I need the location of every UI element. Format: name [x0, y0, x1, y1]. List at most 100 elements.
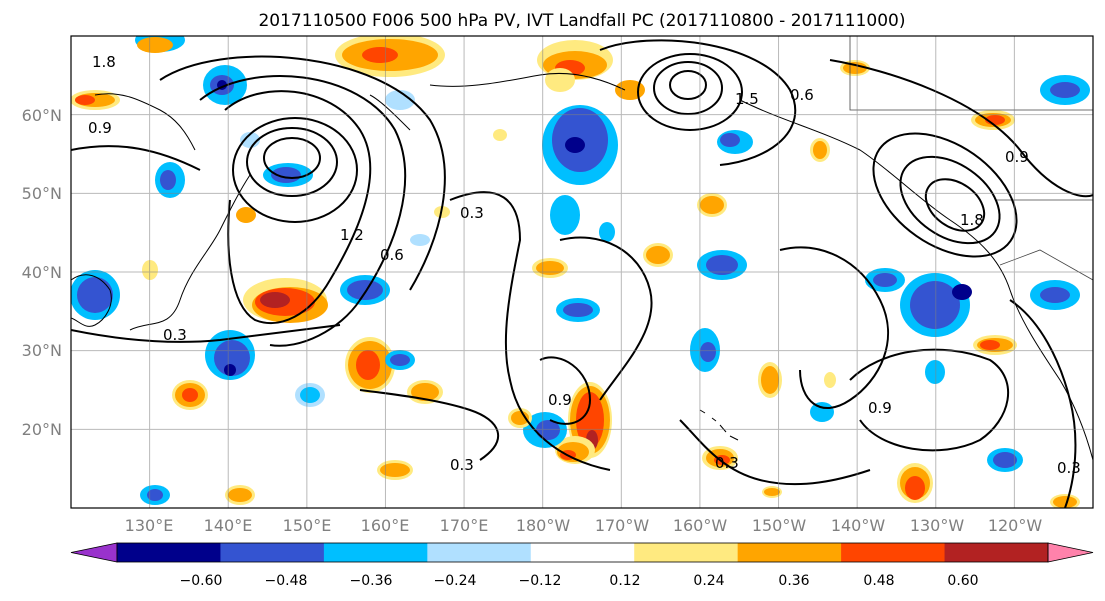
anomaly-patch — [511, 411, 529, 425]
colorbar-swatch — [117, 543, 221, 562]
latitude-labels: 60°N 50°N 40°N 30°N 20°N — [22, 106, 62, 439]
contour-labels: 1.8 0.9 0.3 1.2 0.6 0.3 0.9 1.5 0.6 0.9 … — [88, 53, 1081, 477]
contour-label: 1.5 — [735, 90, 759, 108]
anomaly-patch — [764, 488, 780, 496]
anomaly-patch — [356, 350, 380, 380]
anomaly-patch — [905, 476, 925, 500]
colorbar-tick-label: −0.60 — [180, 573, 223, 589]
anomaly-patch — [824, 372, 836, 388]
anomaly-patch — [147, 489, 163, 501]
colorbar-frame — [116, 542, 1049, 563]
anomaly-patch — [843, 62, 867, 74]
lon-label: 150°W — [752, 516, 807, 535]
anomaly-patch — [873, 273, 897, 287]
anomaly-patch — [952, 284, 972, 300]
colorbar — [70, 542, 1094, 563]
anomaly-patch — [700, 196, 724, 214]
anomaly-patch — [347, 280, 383, 300]
contour-label: 0.3 — [460, 204, 484, 222]
contour-label: 1.8 — [960, 211, 984, 229]
colorbar-swatch — [737, 543, 842, 562]
colorbar-tick-label: 0.24 — [693, 573, 724, 589]
lat-label: 40°N — [22, 263, 62, 282]
lat-label: 60°N — [22, 106, 62, 125]
anomaly-patch — [182, 388, 198, 402]
colorbar-swatch — [634, 543, 739, 562]
longitude-labels: 130°E 140°E 150°E 160°E 170°E 180°W 170°… — [125, 516, 1043, 535]
anomaly-patch — [260, 292, 290, 308]
colorbar-swatch — [530, 543, 635, 562]
anomaly-patch — [925, 360, 945, 384]
colorbar-tick-label: −0.48 — [265, 573, 308, 589]
lon-label: 160°W — [673, 516, 728, 535]
lon-label: 130°E — [125, 516, 174, 535]
contour-label: 0.6 — [790, 86, 814, 104]
colorbar-tick-labels: −0.60 −0.48 −0.36 −0.24 −0.12 0.12 0.24 … — [180, 573, 979, 589]
contour-label: 0.9 — [548, 391, 572, 409]
lon-label: 170°E — [440, 516, 489, 535]
anomaly-patch — [599, 222, 615, 242]
lon-label: 140°E — [204, 516, 253, 535]
colorbar-swatch — [427, 543, 532, 562]
anomaly-patch — [646, 246, 670, 264]
anomaly-patch — [910, 281, 960, 329]
colorbar-swatch — [841, 543, 946, 562]
anomaly-patch — [362, 47, 398, 63]
lat-label: 20°N — [22, 420, 62, 439]
anomaly-patch — [224, 364, 236, 376]
anomaly-patch — [700, 342, 716, 362]
anomaly-patch — [1050, 82, 1080, 98]
contour-label: 0.3 — [450, 456, 474, 474]
anomaly-patch — [380, 463, 410, 477]
lon-label: 140°W — [831, 516, 886, 535]
anomaly-patch — [1040, 287, 1070, 303]
lon-label: 160°E — [361, 516, 410, 535]
anomaly-patch — [493, 129, 507, 141]
anomaly-patch — [271, 167, 301, 183]
anomaly-patch — [761, 366, 779, 394]
anomaly-patch — [410, 234, 430, 246]
anomaly-patch — [813, 141, 827, 159]
anomaly-patch — [536, 261, 564, 275]
anomaly-patch — [563, 303, 593, 317]
lon-label: 180°W — [516, 516, 571, 535]
pv-contours — [71, 39, 1093, 508]
contour-label: 0.9 — [868, 399, 892, 417]
colorbar-tick-label: 0.36 — [778, 573, 809, 589]
anomaly-patch — [615, 80, 645, 100]
anomaly-patch — [980, 340, 1000, 350]
anomaly-patch — [77, 277, 113, 313]
contour-label: 0.3 — [715, 454, 739, 472]
colorbar-tick-label: 0.48 — [863, 573, 894, 589]
anomaly-patch — [411, 383, 439, 401]
anomaly-patch — [137, 37, 173, 53]
anomaly-patch — [545, 68, 575, 92]
anomaly-patch — [550, 195, 580, 235]
contour-label: 1.2 — [340, 226, 364, 244]
lon-label: 150°E — [283, 516, 332, 535]
anomaly-patch — [390, 354, 410, 366]
contour-label: 1.8 — [92, 53, 116, 71]
chart-title: 2017110500 F006 500 hPa PV, IVT Landfall… — [258, 11, 905, 31]
anomaly-patch — [706, 255, 738, 275]
lat-label: 30°N — [22, 341, 62, 360]
colorbar-swatch — [944, 543, 1049, 562]
anomaly-patch — [993, 452, 1017, 468]
colorbar-tick-label: −0.24 — [434, 573, 477, 589]
colorbar-swatch — [220, 543, 325, 562]
contour-label: 0.3 — [1057, 459, 1081, 477]
anomaly-patch — [214, 340, 250, 376]
map-frame — [70, 35, 1094, 509]
shaded-field — [71, 36, 1090, 508]
anomaly-patch — [385, 90, 415, 110]
lon-label: 120°W — [988, 516, 1043, 535]
graticule — [71, 36, 1093, 508]
anomaly-patch — [1053, 496, 1077, 508]
lon-label: 170°W — [595, 516, 650, 535]
colorbar-extend-high — [1047, 542, 1094, 563]
colorbar-tick-label: 0.12 — [609, 573, 640, 589]
colorbar-extend-low — [70, 542, 118, 563]
lat-label: 50°N — [22, 184, 62, 203]
colorbar-swatch — [323, 543, 428, 562]
